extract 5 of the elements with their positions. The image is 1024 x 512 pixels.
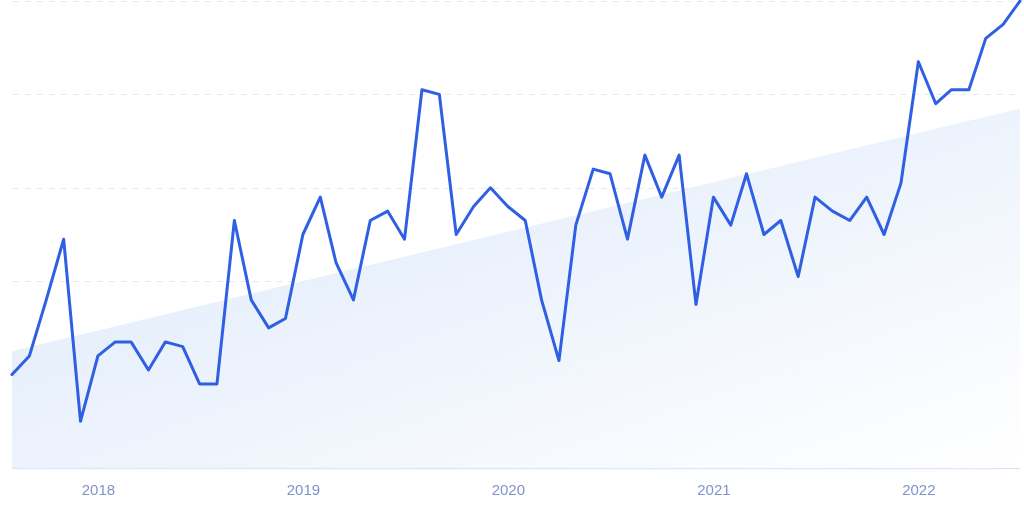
x-tick-label: 2019: [286, 480, 321, 498]
x-tick-label: 2021: [697, 480, 731, 498]
x-tick-label: 2018: [81, 480, 116, 498]
x-tick-label: 2022: [902, 480, 936, 498]
x-tick-label: 2020: [491, 480, 526, 498]
